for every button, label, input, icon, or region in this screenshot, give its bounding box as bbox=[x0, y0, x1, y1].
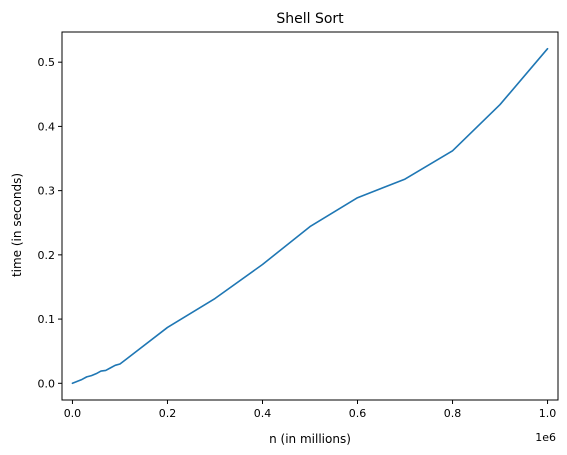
x-tick-label: 0.2 bbox=[159, 407, 177, 420]
x-tick-label: 1.0 bbox=[539, 407, 557, 420]
x-axis-label: n (in millions) bbox=[269, 432, 351, 446]
series-layer bbox=[71, 47, 549, 385]
x-axis-offset-label: 1e6 bbox=[535, 431, 556, 444]
plot-area: 0.0 0.2 0.4 0.6 0.8 1.0 0.0 0.1 0.2 0.3 0.4 0.5 bbox=[38, 31, 559, 420]
series-line bbox=[71, 47, 549, 385]
y-tick-label: 0.2 bbox=[38, 249, 56, 262]
y-axis-ticks: 0.0 0.1 0.2 0.3 0.4 0.5 bbox=[38, 56, 62, 390]
plot-frame bbox=[61, 31, 559, 401]
y-tick-label: 0.3 bbox=[38, 185, 56, 198]
chart-title: Shell Sort bbox=[276, 11, 344, 27]
x-axis-ticks: 0.0 0.2 0.4 0.6 0.8 1.0 bbox=[64, 400, 557, 420]
x-tick-label: 0.6 bbox=[349, 407, 367, 420]
y-axis-label: time (in seconds) bbox=[10, 173, 24, 277]
y-tick-label: 0.5 bbox=[38, 56, 56, 69]
y-tick-label: 0.4 bbox=[38, 120, 56, 133]
y-tick-label: 0.1 bbox=[38, 313, 56, 326]
y-tick-label: 0.0 bbox=[38, 377, 56, 390]
x-tick-label: 0.8 bbox=[444, 407, 462, 420]
x-tick-label: 0.0 bbox=[64, 407, 82, 420]
x-tick-label: 0.4 bbox=[254, 407, 272, 420]
